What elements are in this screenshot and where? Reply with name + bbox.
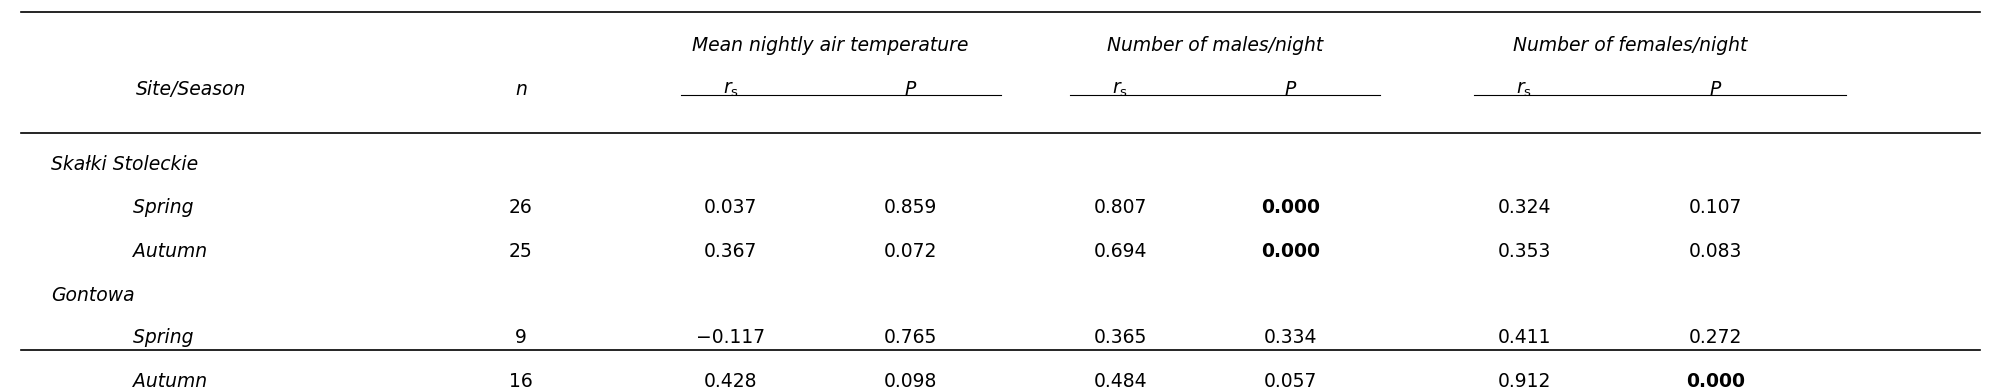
Text: 0.411: 0.411 (1497, 328, 1551, 347)
Text: Mean nightly air temperature: Mean nightly air temperature (692, 36, 968, 55)
Text: Autumn: Autumn (122, 372, 208, 388)
Text: 0.324: 0.324 (1497, 198, 1551, 217)
Text: 0.859: 0.859 (884, 198, 936, 217)
Text: Number of females/night: Number of females/night (1513, 36, 1747, 55)
Text: 0.334: 0.334 (1263, 328, 1317, 347)
Text: 0.694: 0.694 (1095, 242, 1147, 261)
Text: 25: 25 (508, 242, 532, 261)
Text: 0.912: 0.912 (1497, 372, 1551, 388)
Text: $r_\mathrm{s}$: $r_\mathrm{s}$ (1517, 80, 1533, 99)
Text: 16: 16 (508, 372, 532, 388)
Text: 0.353: 0.353 (1497, 242, 1551, 261)
Text: 0.272: 0.272 (1689, 328, 1743, 347)
Text: 0.083: 0.083 (1689, 242, 1743, 261)
Text: 0.000: 0.000 (1687, 372, 1745, 388)
Text: $P$: $P$ (1283, 80, 1297, 99)
Text: Spring: Spring (122, 198, 194, 217)
Text: $P$: $P$ (1709, 80, 1723, 99)
Text: 0.367: 0.367 (704, 242, 758, 261)
Text: 0.000: 0.000 (1261, 198, 1321, 217)
Text: 0.037: 0.037 (704, 198, 758, 217)
Text: 0.807: 0.807 (1095, 198, 1147, 217)
Text: 0.107: 0.107 (1689, 198, 1743, 217)
Text: Autumn: Autumn (122, 242, 208, 261)
Text: 0.000: 0.000 (1261, 242, 1321, 261)
Text: 0.057: 0.057 (1263, 372, 1317, 388)
Text: Gontowa: Gontowa (52, 286, 134, 305)
Text: 0.365: 0.365 (1095, 328, 1147, 347)
Text: $r_\mathrm{s}$: $r_\mathrm{s}$ (722, 80, 738, 99)
Text: Skałki Stoleckie: Skałki Stoleckie (52, 156, 198, 175)
Text: 0.072: 0.072 (884, 242, 936, 261)
Text: 0.484: 0.484 (1095, 372, 1147, 388)
Text: $P$: $P$ (904, 80, 916, 99)
Text: −0.117: −0.117 (696, 328, 764, 347)
Text: 0.765: 0.765 (884, 328, 936, 347)
Text: 26: 26 (508, 198, 532, 217)
Text: Site/Season: Site/Season (136, 80, 246, 99)
Text: $n$: $n$ (514, 80, 526, 99)
Text: 9: 9 (514, 328, 526, 347)
Text: 0.428: 0.428 (704, 372, 758, 388)
Text: 0.098: 0.098 (884, 372, 936, 388)
Text: $r_\mathrm{s}$: $r_\mathrm{s}$ (1113, 80, 1129, 99)
Text: Spring: Spring (122, 328, 194, 347)
Text: Number of males/night: Number of males/night (1107, 36, 1323, 55)
